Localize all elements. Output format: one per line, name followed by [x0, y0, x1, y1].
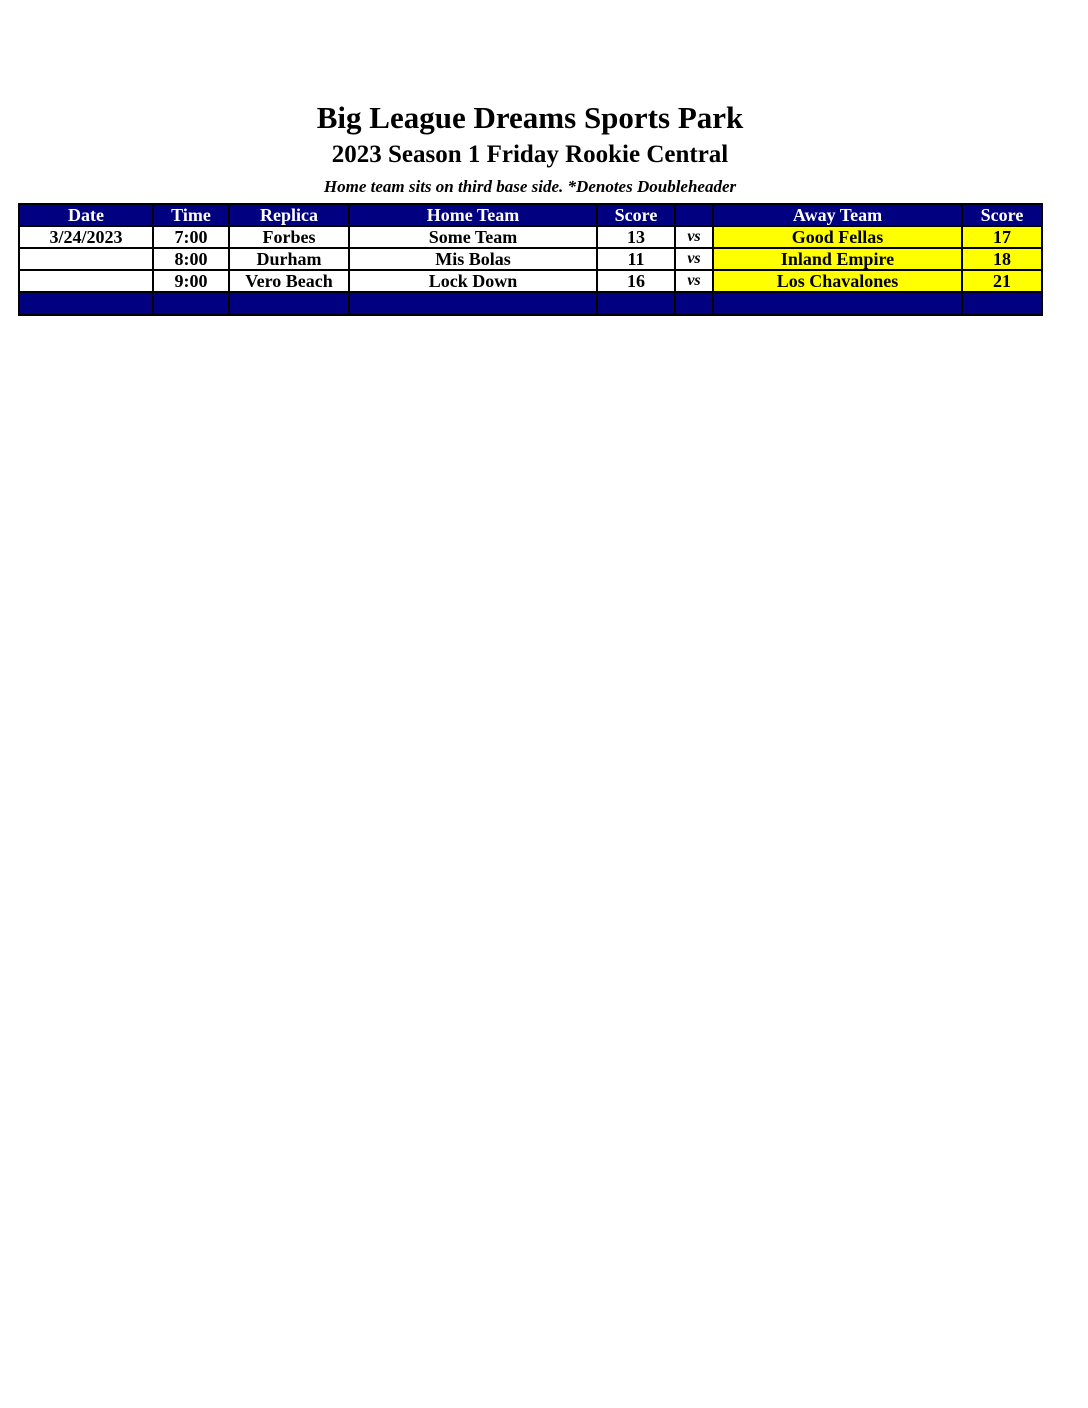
header-away-score: Score — [961, 203, 1043, 227]
footer-cell — [961, 291, 1043, 316]
date-cell — [18, 269, 154, 293]
away-score-cell: 17 — [961, 225, 1043, 249]
time-cell: 9:00 — [152, 269, 230, 293]
schedule-table: Date Time Replica Home Team Score Away T… — [18, 203, 1043, 316]
table-footer-row — [18, 291, 1043, 316]
table-row: 3/24/2023 7:00 Forbes Some Team 13 vs Go… — [18, 225, 1043, 249]
header-date: Date — [18, 203, 154, 227]
footer-cell — [18, 291, 154, 316]
footer-cell — [152, 291, 230, 316]
vs-cell: vs — [674, 269, 714, 293]
home-score-cell: 13 — [596, 225, 676, 249]
date-cell: 3/24/2023 — [18, 225, 154, 249]
away-score-cell: 18 — [961, 247, 1043, 271]
header-home-team: Home Team — [348, 203, 598, 227]
home-score-cell: 16 — [596, 269, 676, 293]
header-vs — [674, 203, 714, 227]
header-replica: Replica — [228, 203, 350, 227]
header-away-team: Away Team — [712, 203, 963, 227]
footer-cell — [674, 291, 714, 316]
page-note: Home team sits on third base side. *Deno… — [323, 177, 737, 196]
table-header-row: Date Time Replica Home Team Score Away T… — [18, 203, 1043, 227]
away-score-cell: 21 — [961, 269, 1043, 293]
time-cell: 7:00 — [152, 225, 230, 249]
page-title: Big League Dreams Sports Park — [316, 100, 744, 135]
replica-cell: Vero Beach — [228, 269, 350, 293]
home-team-cell: Lock Down — [348, 269, 598, 293]
away-team-cell: Los Chavalones — [712, 269, 963, 293]
home-score-cell: 11 — [596, 247, 676, 271]
table-row: 9:00 Vero Beach Lock Down 16 vs Los Chav… — [18, 269, 1043, 293]
vs-cell: vs — [674, 225, 714, 249]
replica-cell: Forbes — [228, 225, 350, 249]
away-team-cell: Inland Empire — [712, 247, 963, 271]
home-team-cell: Some Team — [348, 225, 598, 249]
footer-cell — [348, 291, 598, 316]
header-home-score: Score — [596, 203, 676, 227]
vs-cell: vs — [674, 247, 714, 271]
page-subtitle: 2023 Season 1 Friday Rookie Central — [331, 141, 729, 168]
date-cell — [18, 247, 154, 271]
footer-cell — [596, 291, 676, 316]
footer-cell — [712, 291, 963, 316]
table-row: 8:00 Durham Mis Bolas 11 vs Inland Empir… — [18, 247, 1043, 271]
header-time: Time — [152, 203, 230, 227]
time-cell: 8:00 — [152, 247, 230, 271]
replica-cell: Durham — [228, 247, 350, 271]
footer-cell — [228, 291, 350, 316]
home-team-cell: Mis Bolas — [348, 247, 598, 271]
away-team-cell: Good Fellas — [712, 225, 963, 249]
